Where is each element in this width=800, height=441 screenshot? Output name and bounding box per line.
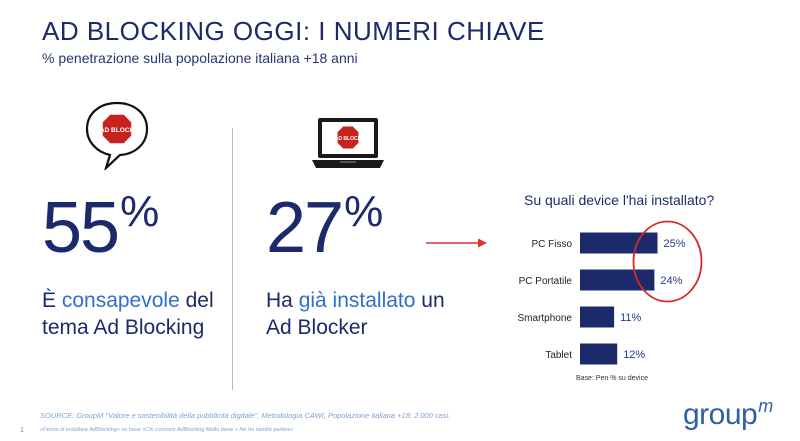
bar-category-label: PC Portatile — [519, 276, 573, 287]
bar-category-label: Smartphone — [518, 313, 573, 324]
caption-highlight: consapevole — [61, 289, 180, 312]
stop-sign-icon: AD BLOCK — [335, 125, 362, 150]
page-number: 1 — [20, 427, 24, 434]
bar — [580, 306, 615, 328]
stat-installed-percent: % — [344, 187, 384, 236]
caption-highlight: già installato — [298, 289, 416, 312]
page-subtitle: % penetrazione sulla popolazione italian… — [42, 50, 358, 66]
footnote: «Pensa di installare AdBlocking» su base… — [40, 427, 294, 433]
caption-suffix: un Ad Blocker — [266, 289, 445, 339]
arrow-right-icon — [426, 236, 488, 254]
logo-text: group — [683, 398, 758, 431]
bar — [580, 232, 658, 254]
bar — [580, 269, 655, 291]
device-bar-chart: PC Fisso 25% PC Portatile 24% Smartphone 11% T… — [518, 220, 703, 365]
speech-bubble-icon: AD BLOCK — [84, 100, 150, 175]
stop-sign-icon: AD BLOCK — [100, 113, 135, 145]
logo-mark: m — [758, 396, 773, 416]
bar-value-label: 24% — [660, 275, 682, 287]
stop-sign-label: AD BLOCK — [100, 127, 135, 134]
laptop-icon: AD BLOCK — [312, 116, 384, 177]
chart-title: Su quali device l'hai installato? — [524, 192, 715, 208]
groupm-logo: groupm — [683, 396, 773, 432]
page-title: AD BLOCKING OGGI: I NUMERI CHIAVE — [42, 16, 545, 46]
bar-value-label: 12% — [623, 349, 645, 361]
stat-awareness-value: 55 — [42, 188, 120, 268]
highlight-circle — [632, 220, 703, 303]
stat-awareness-caption: È consapevole del tema Ad Blocking — [42, 287, 222, 341]
caption-suffix: del tema Ad Blocking — [42, 289, 214, 339]
stat-awareness: 55% — [42, 187, 160, 265]
stat-awareness-percent: % — [120, 187, 160, 236]
chart-base-note: Base: Pen % su device — [576, 375, 648, 382]
bar-value-label: 11% — [620, 312, 641, 324]
bar — [580, 343, 618, 365]
stat-installed-caption: Ha già installato un Ad Blocker — [266, 287, 466, 341]
stat-installed-value: 27 — [266, 188, 344, 268]
caption-prefix: Ha — [266, 289, 299, 312]
stop-sign-label: AD BLOCK — [335, 136, 362, 142]
bar-category-label: Tablet — [545, 350, 572, 361]
bar-category-label: PC Fisso — [531, 239, 572, 250]
section-divider — [232, 128, 233, 390]
source-note: SOURCE: GroupM "Valore e sostenibilità d… — [40, 411, 451, 420]
stat-installed: 27% — [266, 187, 384, 265]
caption-prefix: È — [42, 289, 62, 312]
bar-value-label: 25% — [664, 238, 686, 250]
